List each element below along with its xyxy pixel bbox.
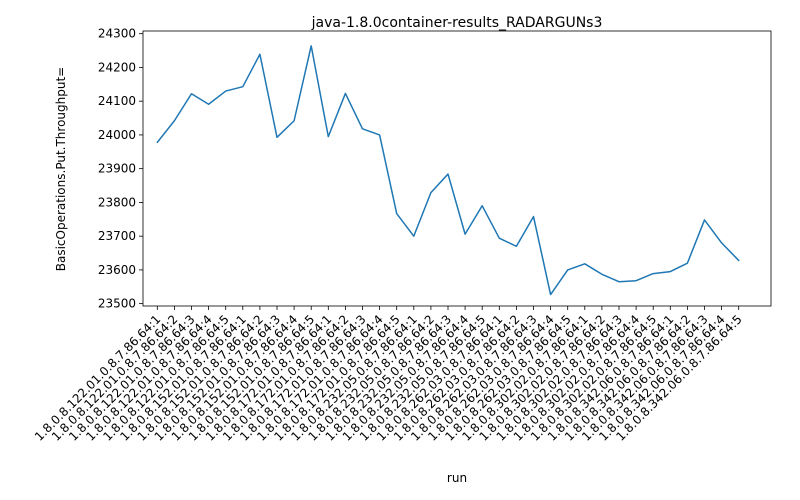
data-point [464, 233, 466, 235]
y-axis-label: BasicOperations.Put.Throughput= [54, 67, 68, 271]
y-tick-label: 24100 [98, 94, 136, 108]
data-point [686, 262, 688, 264]
data-point [191, 93, 193, 95]
data-point [362, 128, 364, 130]
data-point [430, 192, 432, 194]
data-point [208, 103, 210, 105]
data-point [533, 216, 535, 218]
data-point [550, 294, 552, 296]
chart-title: java-1.8.0container-results_RADARGUNs3 [311, 15, 603, 31]
data-point [242, 86, 244, 88]
data-point [293, 120, 295, 122]
data-point [669, 271, 671, 273]
y-tick-label: 23500 [98, 297, 136, 311]
y-tick-label: 23900 [98, 162, 136, 176]
data-point [635, 280, 637, 282]
data-point [498, 237, 500, 239]
data-point [225, 90, 227, 92]
data-point [413, 235, 415, 237]
data-point [481, 205, 483, 207]
x-axis-label: run [447, 471, 467, 485]
y-tick-label: 23700 [98, 229, 136, 243]
data-point [652, 273, 654, 275]
data-point [310, 45, 312, 47]
data-point [704, 219, 706, 221]
data-point [259, 53, 261, 55]
data-point [173, 120, 175, 122]
y-tick-label: 23600 [98, 263, 136, 277]
data-point [396, 213, 398, 215]
plot-area: 23500 23600 23700 23800 23900 24000 24100 24200… [32, 27, 772, 444]
data-point [344, 92, 346, 94]
y-tick-label: 24200 [98, 60, 136, 74]
data-point [618, 281, 620, 283]
data-point [379, 134, 381, 136]
data-point [447, 173, 449, 175]
series-line [156, 45, 740, 296]
data-point [327, 136, 329, 138]
data-point [584, 263, 586, 265]
y-tick-label: 24000 [98, 128, 136, 142]
data-point [721, 242, 723, 244]
data-point [601, 273, 603, 275]
data-point [515, 245, 517, 247]
data-point [738, 259, 740, 261]
data-point [276, 136, 278, 138]
y-tick-label: 24300 [98, 27, 136, 41]
axes-frame [142, 30, 772, 307]
y-tick-label: 23800 [98, 195, 136, 209]
data-point [567, 269, 569, 271]
data-point [156, 141, 158, 143]
